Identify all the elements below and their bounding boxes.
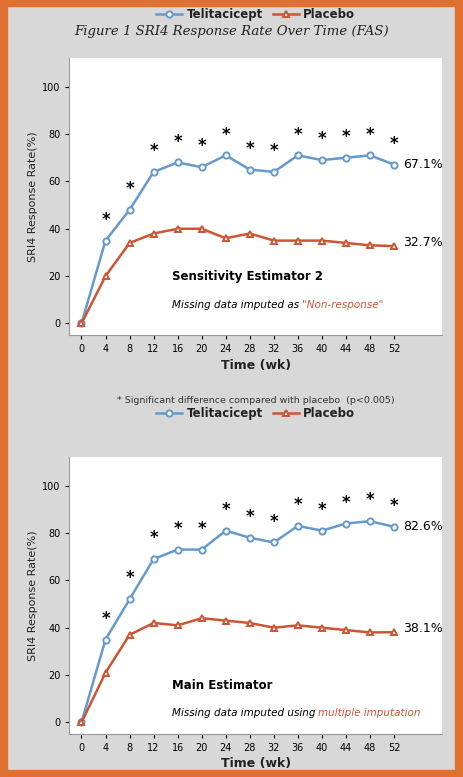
Text: 67.1%: 67.1% xyxy=(403,158,443,171)
Text: *: * xyxy=(318,501,326,519)
Text: *: * xyxy=(390,497,398,515)
Text: *: * xyxy=(342,493,350,512)
Text: *: * xyxy=(173,520,182,538)
Text: *: * xyxy=(221,126,230,144)
Text: multiple imputation: multiple imputation xyxy=(319,708,421,718)
Text: *: * xyxy=(318,131,326,148)
Text: Figure 1 SRI4 Response Rate Over Time (FAS): Figure 1 SRI4 Response Rate Over Time (F… xyxy=(74,25,389,38)
Text: *: * xyxy=(294,496,302,514)
Text: *: * xyxy=(125,180,134,198)
Text: *: * xyxy=(245,508,254,526)
Text: Main Estimator: Main Estimator xyxy=(172,678,272,692)
Legend: Telitacicept, Placebo: Telitacicept, Placebo xyxy=(151,3,360,26)
Text: Missing data imputed using: Missing data imputed using xyxy=(172,708,319,718)
Y-axis label: SRI4 Response Rate(%): SRI4 Response Rate(%) xyxy=(28,531,38,661)
X-axis label: Time (wk): Time (wk) xyxy=(221,758,291,771)
Y-axis label: SRI4 Response Rate(%): SRI4 Response Rate(%) xyxy=(28,131,38,262)
Text: *: * xyxy=(173,133,182,151)
Text: Sensitivity Estimator 2: Sensitivity Estimator 2 xyxy=(172,270,323,284)
Text: *: * xyxy=(269,142,278,160)
Text: "Non-response": "Non-response" xyxy=(302,300,383,310)
Text: *: * xyxy=(221,501,230,519)
Text: *: * xyxy=(245,140,254,158)
Text: *: * xyxy=(366,126,375,144)
Text: Missing data imputed as: Missing data imputed as xyxy=(172,300,302,310)
Text: *: * xyxy=(390,134,398,153)
Text: *: * xyxy=(149,529,158,547)
Text: *: * xyxy=(101,610,110,628)
Text: *: * xyxy=(269,513,278,531)
Text: 82.6%: 82.6% xyxy=(403,521,443,533)
Text: *: * xyxy=(294,126,302,144)
Text: * Significant difference compared with placebo  (p<0.005): * Significant difference compared with p… xyxy=(117,396,394,406)
Text: *: * xyxy=(125,570,134,587)
Text: *: * xyxy=(366,491,375,509)
Text: *: * xyxy=(342,128,350,146)
X-axis label: Time (wk): Time (wk) xyxy=(221,358,291,371)
Text: *: * xyxy=(149,142,158,160)
Legend: Telitacicept, Placebo: Telitacicept, Placebo xyxy=(151,402,360,424)
Text: 38.1%: 38.1% xyxy=(403,622,443,635)
Text: 32.7%: 32.7% xyxy=(403,236,443,249)
Text: *: * xyxy=(197,138,206,155)
Text: *: * xyxy=(197,520,206,538)
Text: *: * xyxy=(101,211,110,228)
